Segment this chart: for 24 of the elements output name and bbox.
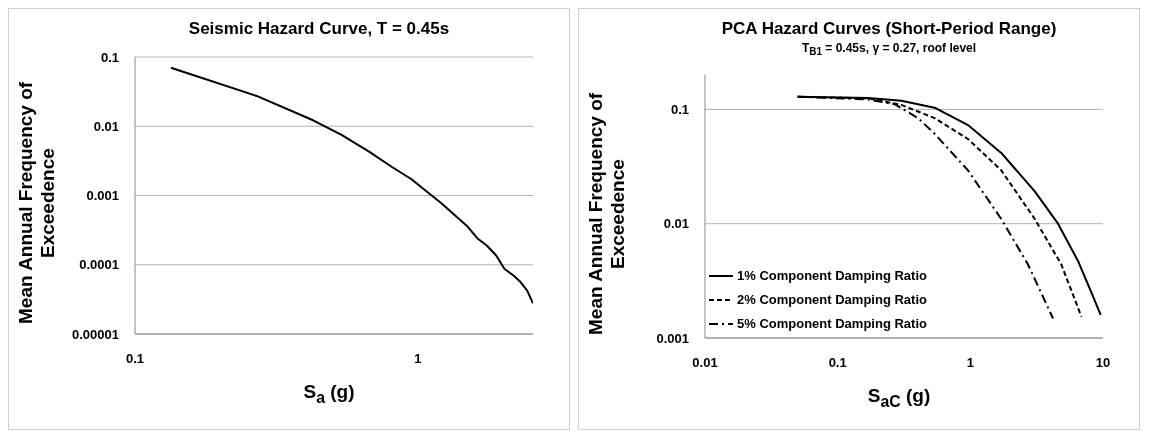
x-tick-label: 1 [414,351,422,367]
y-tick-label: 0.1 [100,49,119,65]
legend-label: 1% Component Damping Ratio [737,268,927,284]
y-tick-label: 0.001 [86,188,119,204]
y-tick-label: 0.001 [656,331,689,347]
legend-label: 5% Component Damping Ratio [737,316,927,332]
chart-title: PCA Hazard Curves (Short-Period Range) [720,19,1058,39]
chart-subtitle: T$_{B1}$ = 0.45s, γ = 0.27, roof level [800,41,978,58]
x-axis-title: S$_{aC}$ (g) [866,385,932,412]
x-tick-label: 0.1 [828,355,847,371]
x-tick-label: 1 [966,355,974,371]
y-tick-label: 0.01 [93,118,119,134]
x-tick-label: 10 [1095,355,1111,371]
y-tick-label: 0.1 [670,102,689,118]
chart-title: Seismic Hazard Curve, T = 0.45s [187,19,451,39]
x-tick-label: 0.01 [692,355,718,371]
x-tick-label: 0.1 [125,351,145,367]
y-axis-title: Mean Annual Frequency of Exceedence [585,92,629,338]
y-tick-label: 0.0001 [79,257,119,273]
y-tick-label: 0.01 [663,216,689,232]
y-axis-title: Mean Annual Frequency of Exceedence [15,80,59,327]
y-tick-label: 0.00001 [72,326,119,342]
legend-label: 2% Component Damping Ratio [737,292,927,308]
x-axis-title: S$_{a}$ (g) [302,381,356,407]
